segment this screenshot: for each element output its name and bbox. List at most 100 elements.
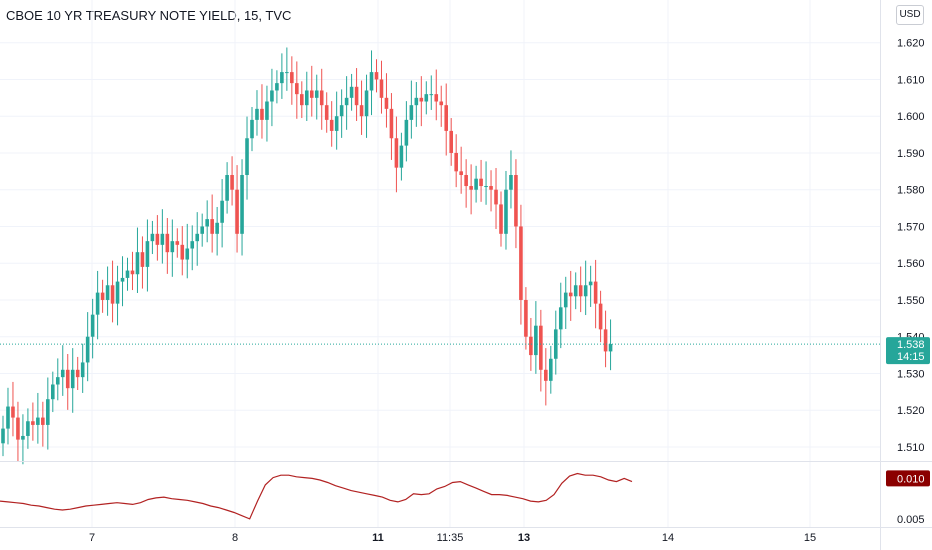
candle xyxy=(549,345,553,394)
candle xyxy=(215,206,219,256)
candle xyxy=(190,225,195,271)
candle xyxy=(180,226,185,276)
candle xyxy=(454,134,458,188)
candle xyxy=(563,276,568,329)
candle xyxy=(105,266,110,316)
candle xyxy=(479,159,483,202)
candle xyxy=(270,68,274,127)
y-tick-label: 1.620 xyxy=(897,38,925,50)
y-tick-label: 1.600 xyxy=(897,111,925,123)
candle xyxy=(280,53,284,99)
candle xyxy=(145,219,150,292)
candle xyxy=(553,310,558,375)
x-tick-label: 14 xyxy=(662,532,674,544)
candle xyxy=(573,272,578,310)
candle xyxy=(519,204,523,325)
candle xyxy=(195,212,200,266)
candle xyxy=(240,159,244,256)
candle xyxy=(160,209,165,264)
candle xyxy=(265,85,269,142)
candle xyxy=(334,91,339,150)
candle xyxy=(404,101,409,162)
candle xyxy=(260,84,264,139)
candle xyxy=(524,287,528,350)
candle xyxy=(598,290,603,343)
candle xyxy=(225,162,229,214)
candle xyxy=(489,170,493,212)
candle xyxy=(399,132,404,181)
candle xyxy=(603,310,608,368)
candle xyxy=(130,251,135,291)
candle xyxy=(384,73,389,128)
candle xyxy=(439,85,444,127)
candle xyxy=(230,156,234,206)
candle xyxy=(329,101,334,147)
candle xyxy=(504,170,508,250)
y-tick-label: 1.610 xyxy=(897,74,925,86)
candle xyxy=(26,408,30,449)
candle xyxy=(529,317,533,371)
currency-button[interactable]: USD xyxy=(896,5,924,25)
candle xyxy=(185,223,190,279)
candle xyxy=(115,265,120,326)
candle xyxy=(75,356,80,391)
x-tick-label: 8 xyxy=(232,532,238,544)
candle xyxy=(140,236,145,289)
candle xyxy=(41,401,45,447)
candle xyxy=(409,80,414,139)
candle xyxy=(250,107,254,152)
candle xyxy=(255,90,259,136)
candle xyxy=(539,309,543,392)
candle xyxy=(60,345,65,396)
candle xyxy=(55,358,60,401)
candle xyxy=(100,279,105,313)
candle xyxy=(285,47,289,91)
candle xyxy=(205,200,209,243)
x-tick-label: 15 xyxy=(804,532,816,544)
candle xyxy=(344,76,349,130)
chart-title: CBOE 10 YR TREASURY NOTE YIELD, 15, TVC xyxy=(6,8,292,23)
candle xyxy=(95,270,100,340)
candle xyxy=(419,76,424,127)
candle xyxy=(449,118,453,166)
candle xyxy=(568,270,573,321)
candle xyxy=(459,146,463,194)
candle xyxy=(135,227,140,293)
candle xyxy=(70,348,75,413)
y-tick-label: 1.590 xyxy=(897,148,925,160)
candle xyxy=(314,74,319,120)
candle xyxy=(150,220,155,255)
candle xyxy=(80,343,85,393)
candle xyxy=(11,381,15,437)
candle xyxy=(46,377,50,450)
candle xyxy=(499,191,503,247)
candle xyxy=(469,164,473,215)
candle xyxy=(309,65,314,117)
candle xyxy=(21,414,25,465)
candle xyxy=(379,60,384,114)
bar-countdown: 14:15 xyxy=(897,351,925,363)
candle xyxy=(65,353,70,410)
candle xyxy=(389,93,394,160)
candle xyxy=(110,260,115,323)
candle xyxy=(484,161,488,205)
candle xyxy=(235,165,239,253)
candle xyxy=(155,215,160,261)
y-tick-label: 1.550 xyxy=(897,295,925,307)
candle xyxy=(349,73,354,111)
candle xyxy=(364,74,369,138)
candle xyxy=(245,116,249,200)
candle xyxy=(424,81,429,115)
candle xyxy=(170,219,175,277)
candle xyxy=(51,371,55,413)
candle xyxy=(374,59,379,93)
candle xyxy=(295,61,299,119)
candle xyxy=(578,266,583,313)
candle xyxy=(593,259,598,329)
candle xyxy=(509,150,513,209)
candle xyxy=(300,81,304,119)
candle xyxy=(434,69,439,121)
candle xyxy=(534,301,538,374)
